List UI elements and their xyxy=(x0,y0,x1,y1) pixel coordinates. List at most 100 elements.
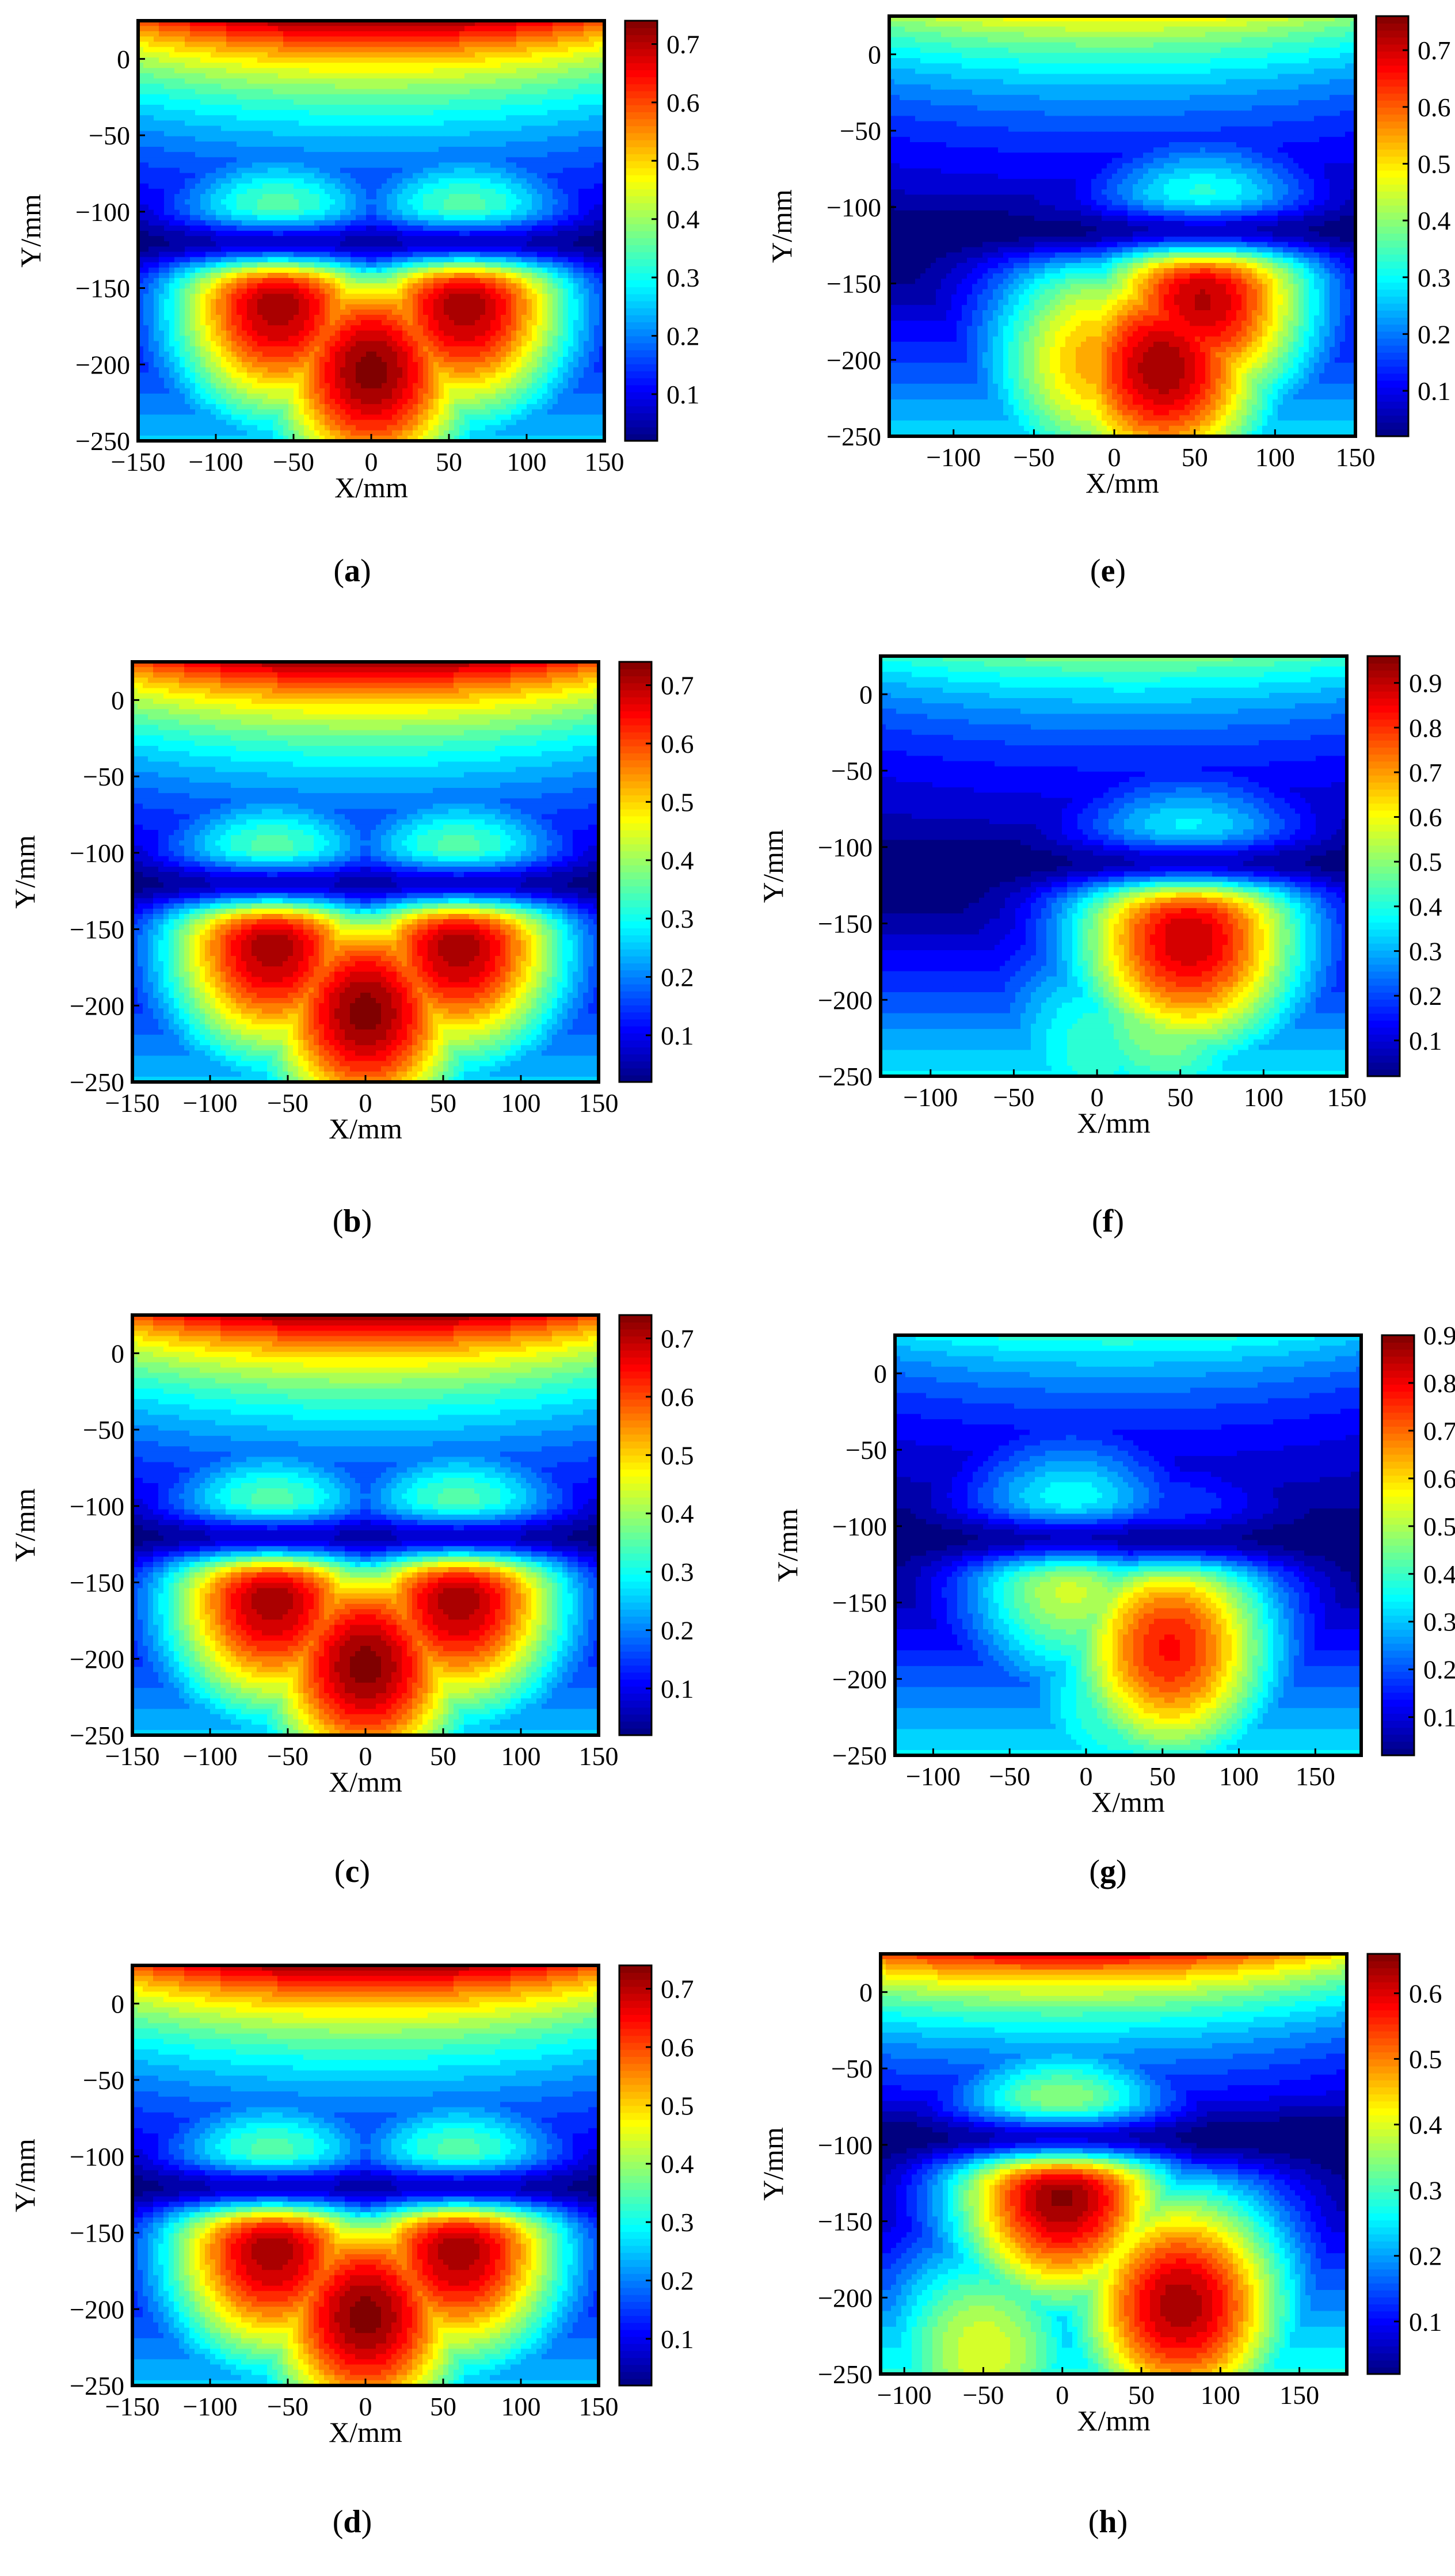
heatmap-field xyxy=(889,16,1355,436)
colorbar-tick-label: 0.2 xyxy=(666,322,700,351)
x-tick-label: 0 xyxy=(1056,2380,1069,2410)
plot-frame xyxy=(879,1952,1349,2376)
plot-frame xyxy=(893,1333,1363,1757)
y-tick-label: −50 xyxy=(83,2066,124,2095)
x-tick-label: −100 xyxy=(926,443,981,472)
x-axis-label: X/mm xyxy=(1077,2404,1151,2437)
colorbar-tick-label: 0.2 xyxy=(661,963,694,992)
x-tick-label: 50 xyxy=(436,447,462,477)
colorbar-tick-label: 0.7 xyxy=(661,1975,694,2004)
x-tick-label: −150 xyxy=(105,1088,160,1118)
panel-caption: (a) xyxy=(333,553,371,589)
colorbar-tick-label: 0.1 xyxy=(661,1674,694,1704)
colorbar-tick-label: 0.3 xyxy=(666,263,700,292)
colorbar-tick-label: 0.5 xyxy=(661,787,694,817)
colorbar-tick-label: 0.9 xyxy=(1423,1321,1455,1350)
colorbar xyxy=(1366,655,1401,1077)
y-tick-label: −50 xyxy=(840,116,881,146)
colorbar-tick-label: 0.1 xyxy=(1418,376,1451,406)
colorbar-tick-label: 0.4 xyxy=(666,205,700,234)
colorbar-tick-label: 0.1 xyxy=(1423,1703,1455,1732)
heatmap-field xyxy=(132,662,599,1082)
x-axis-label: X/mm xyxy=(1091,1786,1165,1818)
y-tick-label: −100 xyxy=(70,839,124,868)
x-tick-label: 100 xyxy=(501,1742,541,1771)
y-axis-label: Y/mm xyxy=(9,1488,41,1562)
colorbar-tick-label: 0.1 xyxy=(1409,2307,1442,2337)
x-tick-label: −100 xyxy=(183,2392,238,2421)
panel-caption: (e) xyxy=(1090,553,1126,589)
x-tick-label: 50 xyxy=(430,1088,456,1118)
colorbar xyxy=(618,1964,653,2387)
colorbar-tick-label: 0.3 xyxy=(1409,937,1442,966)
colorbar xyxy=(618,661,653,1083)
x-axis-label: X/mm xyxy=(1077,1107,1151,1139)
x-tick-label: −100 xyxy=(906,1762,961,1791)
x-tick-label: 50 xyxy=(1167,1083,1194,1112)
x-tick-label: −100 xyxy=(183,1088,238,1118)
y-tick-label: −250 xyxy=(70,1068,124,1097)
colorbar-tick-label: 0.2 xyxy=(661,2266,694,2296)
colorbar-tick-label: 0.6 xyxy=(1409,1979,1442,2008)
colorbar-tick-label: 0.8 xyxy=(1423,1369,1455,1398)
y-tick-label: −50 xyxy=(83,1415,124,1445)
y-tick-label: 0 xyxy=(111,1339,124,1368)
heatmap-field xyxy=(132,1965,599,2386)
colorbar-tick-label: 0.6 xyxy=(661,1382,694,1412)
x-tick-label: 0 xyxy=(1108,443,1121,472)
x-tick-label: 100 xyxy=(1201,2380,1240,2410)
colorbar-tick-label: 0.2 xyxy=(661,1616,694,1645)
x-tick-label: 0 xyxy=(1079,1762,1092,1791)
colorbar-tick-label: 0.2 xyxy=(1418,319,1451,349)
x-tick-label: 0 xyxy=(359,1088,372,1118)
colorbar-tick-label: 0.4 xyxy=(661,2150,694,2179)
y-tick-label: −200 xyxy=(75,350,130,379)
x-tick-label: −50 xyxy=(962,2380,1004,2410)
colorbar-tick-label: 0.3 xyxy=(661,904,694,933)
x-tick-label: 100 xyxy=(1219,1762,1259,1791)
colorbar-tick-label: 0.6 xyxy=(661,2033,694,2062)
x-tick-label: 150 xyxy=(1296,1762,1335,1791)
y-tick-label: −250 xyxy=(832,1741,887,1770)
x-tick-label: −50 xyxy=(993,1083,1034,1112)
y-tick-label: −250 xyxy=(70,2371,124,2400)
y-tick-label: −200 xyxy=(826,345,881,375)
y-tick-label: 0 xyxy=(111,1989,124,2018)
y-tick-label: −150 xyxy=(832,1588,887,1618)
y-tick-label: −50 xyxy=(83,762,124,791)
y-tick-label: −50 xyxy=(831,756,873,786)
colorbar-tick-label: 0.8 xyxy=(1409,713,1442,742)
x-axis-label: X/mm xyxy=(334,471,408,504)
y-tick-label: −100 xyxy=(70,1492,124,1521)
panel-caption: (b) xyxy=(333,1203,372,1239)
x-tick-label: 0 xyxy=(1091,1083,1104,1112)
x-tick-label: 100 xyxy=(507,447,547,477)
x-tick-label: −100 xyxy=(189,447,243,477)
x-tick-label: 0 xyxy=(359,2392,372,2421)
colorbar-tick-label: 0.4 xyxy=(661,1499,694,1529)
colorbar-tick-label: 0.6 xyxy=(1409,803,1442,832)
y-tick-label: −150 xyxy=(826,269,881,299)
y-tick-label: −200 xyxy=(818,2283,873,2312)
y-tick-label: −150 xyxy=(70,915,124,944)
y-axis-label: Y/mm xyxy=(9,2139,41,2212)
colorbar-tick-label: 0.5 xyxy=(1409,847,1442,877)
y-tick-label: −200 xyxy=(70,1644,124,1674)
panel-caption: (c) xyxy=(334,1854,370,1889)
colorbar-tick-label: 0.5 xyxy=(1423,1512,1455,1541)
y-tick-label: −150 xyxy=(818,909,873,939)
x-axis-label: X/mm xyxy=(329,2416,402,2448)
colorbar-tick-label: 0.3 xyxy=(1423,1607,1455,1637)
colorbar xyxy=(624,20,658,442)
x-tick-label: 150 xyxy=(579,1742,619,1771)
x-tick-label: −50 xyxy=(267,1742,308,1771)
y-tick-label: −150 xyxy=(70,2219,124,2248)
y-axis-label: Y/mm xyxy=(9,835,41,909)
plot-frame xyxy=(879,654,1349,1078)
colorbar-tick-label: 0.6 xyxy=(666,88,700,117)
x-tick-label: −150 xyxy=(111,447,166,477)
